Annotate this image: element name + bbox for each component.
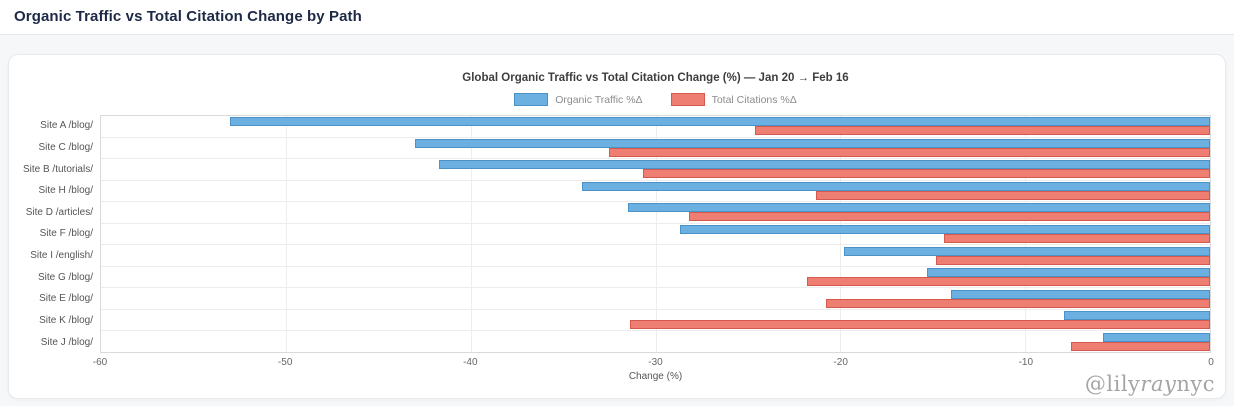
x-axis-tick: -40 bbox=[463, 357, 478, 368]
legend-label-total-citations: Total Citations %Δ bbox=[711, 93, 797, 106]
gridline bbox=[655, 116, 657, 352]
x-axis-tick: -50 bbox=[277, 357, 293, 368]
bar-total-citations bbox=[688, 212, 1210, 222]
bar-organic-traffic bbox=[951, 289, 1210, 299]
x-axis-tick: -10 bbox=[1018, 357, 1034, 368]
y-axis-label: Site E /blog/ bbox=[39, 293, 93, 305]
y-axis-labels: Site A /blog/Site C /blog/Site B /tutori… bbox=[9, 115, 100, 353]
bar-organic-traffic bbox=[627, 203, 1210, 213]
bar-organic-traffic bbox=[927, 268, 1210, 278]
bar-total-citations bbox=[825, 298, 1210, 308]
chart-row bbox=[101, 224, 1210, 246]
plot-wrap: Site A /blog/Site C /blog/Site B /tutori… bbox=[9, 115, 1225, 353]
gridline bbox=[840, 116, 842, 352]
x-axis-label: Change (%) bbox=[628, 371, 683, 382]
bar-total-citations bbox=[609, 147, 1210, 157]
gridline bbox=[470, 116, 472, 352]
bar-organic-traffic bbox=[1063, 311, 1210, 321]
bar-total-citations bbox=[807, 277, 1210, 287]
page-header: Organic Traffic vs Total Citation Change… bbox=[0, 0, 1234, 35]
bar-organic-traffic bbox=[581, 181, 1210, 191]
chart-row bbox=[101, 202, 1210, 224]
bar-total-citations bbox=[816, 190, 1210, 200]
legend-swatch-organic-traffic bbox=[514, 93, 549, 106]
bar-total-citations bbox=[755, 126, 1210, 136]
bar-total-citations bbox=[629, 320, 1210, 330]
y-axis-label: Site F /blog/ bbox=[39, 228, 93, 240]
bar-total-citations bbox=[642, 169, 1210, 179]
bar-total-citations bbox=[1071, 341, 1210, 351]
chart: Global Organic Traffic vs Total Citation… bbox=[9, 55, 1225, 382]
bar-rows bbox=[101, 116, 1210, 352]
x-axis-tick: 0 bbox=[1208, 357, 1214, 368]
y-axis-label: Site H /blog/ bbox=[38, 185, 93, 197]
chart-title: Global Organic Traffic vs Total Citation… bbox=[462, 72, 849, 84]
chart-row bbox=[101, 159, 1210, 181]
y-axis-label: Site C /blog/ bbox=[38, 141, 93, 153]
chart-card: Global Organic Traffic vs Total Citation… bbox=[8, 54, 1226, 399]
bar-organic-traffic bbox=[230, 117, 1210, 127]
chart-row bbox=[101, 288, 1210, 310]
y-axis-label: Site I /english/ bbox=[30, 250, 93, 262]
bar-total-citations bbox=[936, 255, 1210, 265]
x-axis-ticks: -60 -50 -40 -30 -20 -10 0 bbox=[93, 353, 1214, 368]
watermark: @lilyraynyc bbox=[1084, 372, 1215, 396]
x-axis-tick: -60 bbox=[92, 357, 108, 368]
legend-swatch-total-citations bbox=[670, 93, 705, 106]
bar-organic-traffic bbox=[844, 246, 1210, 256]
chart-row bbox=[101, 267, 1210, 289]
y-axis-label: Site D /articles/ bbox=[25, 206, 93, 218]
y-axis-label: Site K /blog/ bbox=[39, 314, 93, 326]
bar-organic-traffic bbox=[439, 160, 1210, 170]
bar-organic-traffic bbox=[1102, 332, 1210, 342]
bar-organic-traffic bbox=[415, 138, 1210, 148]
gridline bbox=[285, 116, 287, 352]
legend-label-organic-traffic: Organic Traffic %Δ bbox=[555, 93, 643, 106]
y-axis-label: Site A /blog/ bbox=[40, 120, 93, 132]
chart-row bbox=[101, 331, 1210, 352]
chart-row bbox=[101, 181, 1210, 203]
y-axis-label: Site B /tutorials/ bbox=[22, 163, 93, 175]
chart-row bbox=[101, 245, 1210, 267]
y-axis-label: Site G /blog/ bbox=[37, 271, 93, 283]
legend-item-organic-traffic: Organic Traffic %Δ bbox=[514, 93, 643, 106]
legend-item-total-citations: Total Citations %Δ bbox=[670, 93, 797, 106]
plot-area bbox=[100, 115, 1211, 353]
bar-organic-traffic bbox=[679, 225, 1210, 234]
chart-legend: Organic Traffic %Δ Total Citations %Δ bbox=[100, 93, 1211, 106]
bar-total-citations bbox=[943, 234, 1210, 243]
x-axis-tick: -20 bbox=[833, 357, 848, 368]
page-title: Organic Traffic vs Total Citation Change… bbox=[14, 8, 362, 25]
chart-row bbox=[101, 310, 1210, 332]
x-axis-tick: -30 bbox=[648, 357, 663, 368]
y-axis-label: Site J /blog/ bbox=[40, 336, 93, 348]
chart-row bbox=[101, 138, 1210, 160]
chart-row bbox=[101, 116, 1210, 138]
